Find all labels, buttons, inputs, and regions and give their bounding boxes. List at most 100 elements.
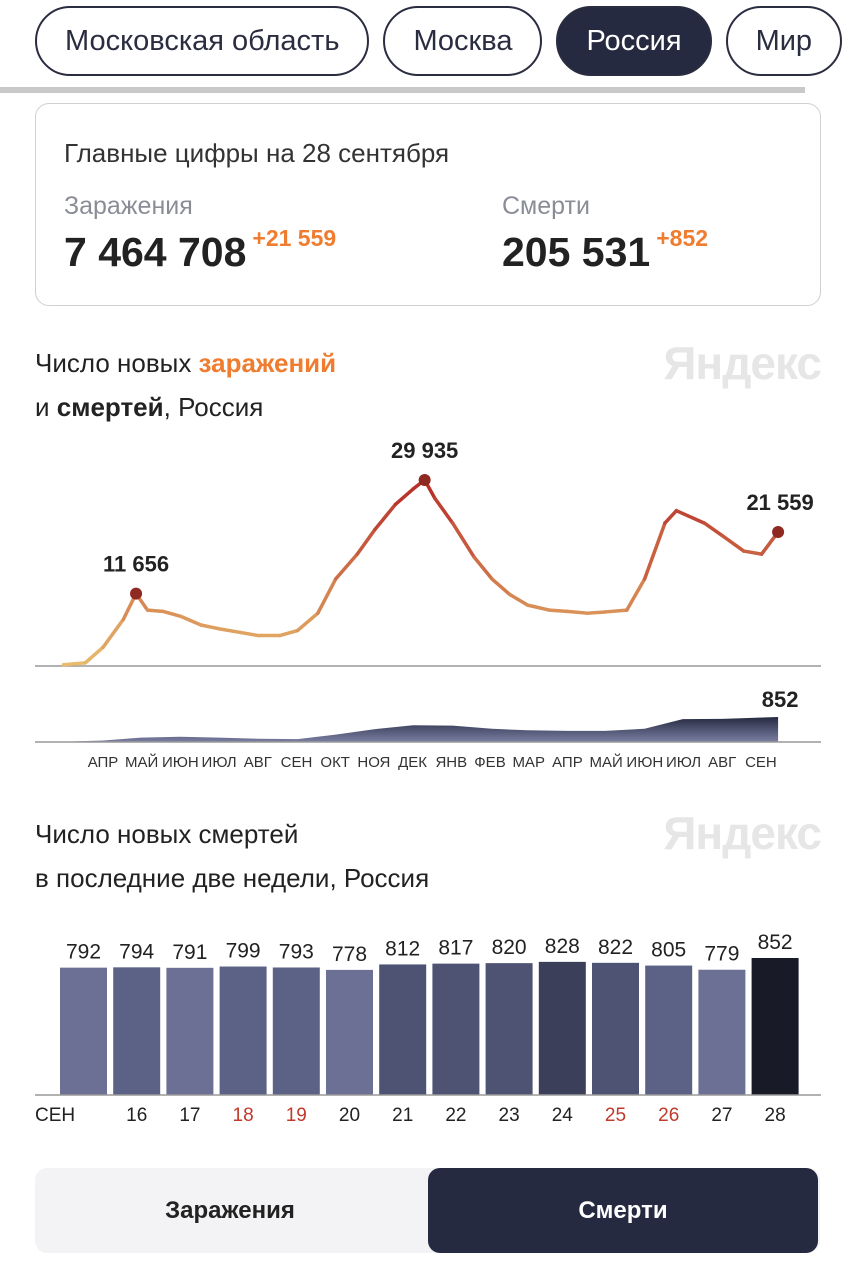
death-bar xyxy=(432,963,480,1095)
chart2-title-line1: Число новых смертей xyxy=(35,819,299,849)
deaths-bar-chart: 792 СЕН 794 16 791 17 799 18 793 19 778 20 812 21 817 2… xyxy=(35,931,821,1126)
tab-moscow[interactable]: Москва xyxy=(383,6,543,76)
tab-moscow-region[interactable]: Московская область xyxy=(35,6,370,76)
month-tick-label: НОЯ xyxy=(357,754,390,771)
month-tick-label: АВГ xyxy=(708,754,736,771)
infections-line-segment xyxy=(433,496,455,525)
infections-line-segment xyxy=(277,628,300,638)
deaths-label: Смерти xyxy=(502,192,590,220)
month-tick-label: СЕН xyxy=(281,754,313,771)
day-tick-label: СЕН xyxy=(35,1105,75,1126)
infections-line-segment xyxy=(61,661,87,667)
deaths-delta: +852 xyxy=(656,225,709,251)
month-tick-label: МАЙ xyxy=(125,753,158,771)
month-tick-label: ОКТ xyxy=(320,754,350,771)
infections-peak-marker xyxy=(418,474,431,486)
month-tick-label: ЯНВ xyxy=(435,754,467,771)
death-bar xyxy=(485,963,533,1095)
summary-title: Главные цифры на 28 сентября xyxy=(64,138,450,168)
tab-world[interactable]: Мир xyxy=(725,6,843,76)
infections-toggle-button[interactable]: Заражения xyxy=(165,1197,295,1224)
day-tick-label: 16 xyxy=(126,1105,147,1126)
infections-line-segment xyxy=(642,521,667,581)
infections-line-segment xyxy=(603,608,629,614)
month-tick-label: ИЮН xyxy=(626,754,663,771)
day-tick-label: 23 xyxy=(499,1105,520,1126)
infections-line-segment xyxy=(373,502,398,532)
month-tick-label: АПР xyxy=(88,754,119,771)
deaths-area xyxy=(63,717,779,742)
infections-line-segment xyxy=(101,617,126,650)
death-bar-value: 817 xyxy=(438,937,473,960)
day-tick-label: 21 xyxy=(392,1105,413,1126)
infections-line-segment xyxy=(216,626,243,635)
infections-label: Заражения xyxy=(64,192,193,220)
month-tick-label: СЕН xyxy=(745,754,777,771)
infections-line-segment xyxy=(525,603,551,612)
infections-line-segment xyxy=(625,577,647,612)
day-tick-label: 27 xyxy=(711,1105,732,1126)
death-bar xyxy=(538,961,586,1095)
infections-line-segment xyxy=(161,609,183,619)
day-tick-label: 24 xyxy=(552,1105,574,1126)
chart2-title: Число новых смертей в последние две неде… xyxy=(35,812,429,900)
death-bar-value: 792 xyxy=(66,941,101,964)
day-tick-label: 19 xyxy=(286,1105,307,1126)
infections-stat: Заражения 7 464 708 +21 559 xyxy=(64,192,336,276)
chart1-title-suffix: , Россия xyxy=(163,392,264,422)
death-bar xyxy=(592,962,639,1095)
infections-line-segment xyxy=(178,614,203,627)
chart1-title-line2-prefix: и xyxy=(35,392,57,422)
death-bar-value: 793 xyxy=(279,940,314,963)
infections-line-segment xyxy=(333,552,360,581)
infections-line-segment xyxy=(316,577,338,615)
summary-card: Главные цифры на 28 сентября Заражения 7… xyxy=(35,103,821,306)
infections-peak-marker xyxy=(772,526,785,539)
month-tick-label: ИЮЛ xyxy=(666,754,701,771)
yandex-logo: Яндекс xyxy=(663,337,822,389)
death-bar-value: 799 xyxy=(226,940,261,963)
death-bar xyxy=(113,967,161,1095)
day-tick-label: 20 xyxy=(339,1105,360,1126)
infections-line-segment xyxy=(702,521,724,538)
infections-line-segment xyxy=(585,610,607,615)
day-tick-label: 22 xyxy=(445,1105,466,1126)
death-bar-value: 779 xyxy=(704,943,739,966)
death-bar-value: 805 xyxy=(651,939,686,962)
day-tick-label: 25 xyxy=(605,1105,626,1126)
chart1-title: Число новых заражений и смертей, Россия xyxy=(35,341,336,429)
deaths-stat: Смерти 205 531 +852 xyxy=(502,192,708,276)
month-tick-label: АПР xyxy=(552,754,583,771)
month-tick-label: ИЮЛ xyxy=(202,754,237,771)
deaths-last-label: 852 xyxy=(762,687,799,712)
month-tick-label: ФЕВ xyxy=(474,754,505,771)
death-bar-value: 778 xyxy=(332,943,367,966)
death-bar xyxy=(326,969,373,1095)
death-bar-value: 822 xyxy=(598,936,633,959)
day-tick-label: 26 xyxy=(658,1105,679,1126)
death-bar xyxy=(166,967,214,1095)
day-tick-label: 17 xyxy=(179,1105,200,1126)
death-bar xyxy=(219,966,267,1095)
death-bar-value: 791 xyxy=(172,941,207,964)
chart2-title-line2: в последние две недели, Россия xyxy=(35,863,430,893)
death-bar-value: 828 xyxy=(545,935,580,958)
tabs-scrollbar[interactable] xyxy=(0,87,805,93)
infections-line-segment xyxy=(742,549,764,556)
month-tick-label: АВГ xyxy=(244,754,272,771)
chart1-title-accent: заражений xyxy=(198,348,337,378)
infections-line-segment xyxy=(295,611,320,633)
deaths-toggle-button[interactable]: Смерти xyxy=(428,1168,818,1253)
infections-line-segment xyxy=(472,555,494,581)
tab-russia[interactable]: Россия xyxy=(556,6,712,76)
infections-peak-label: 29 935 xyxy=(391,438,458,463)
day-tick-label: 18 xyxy=(233,1105,254,1126)
death-bar-value: 852 xyxy=(758,931,793,954)
infections-line-segment xyxy=(393,487,415,507)
day-tick-label: 28 xyxy=(765,1105,786,1126)
infections-line-segment xyxy=(663,508,679,525)
month-tick-label: МАР xyxy=(512,754,545,771)
yandex-logo-2: Яндекс xyxy=(663,807,822,859)
infections-line-segment xyxy=(145,608,165,614)
metric-toggle: Заражения Смерти xyxy=(35,1168,820,1253)
